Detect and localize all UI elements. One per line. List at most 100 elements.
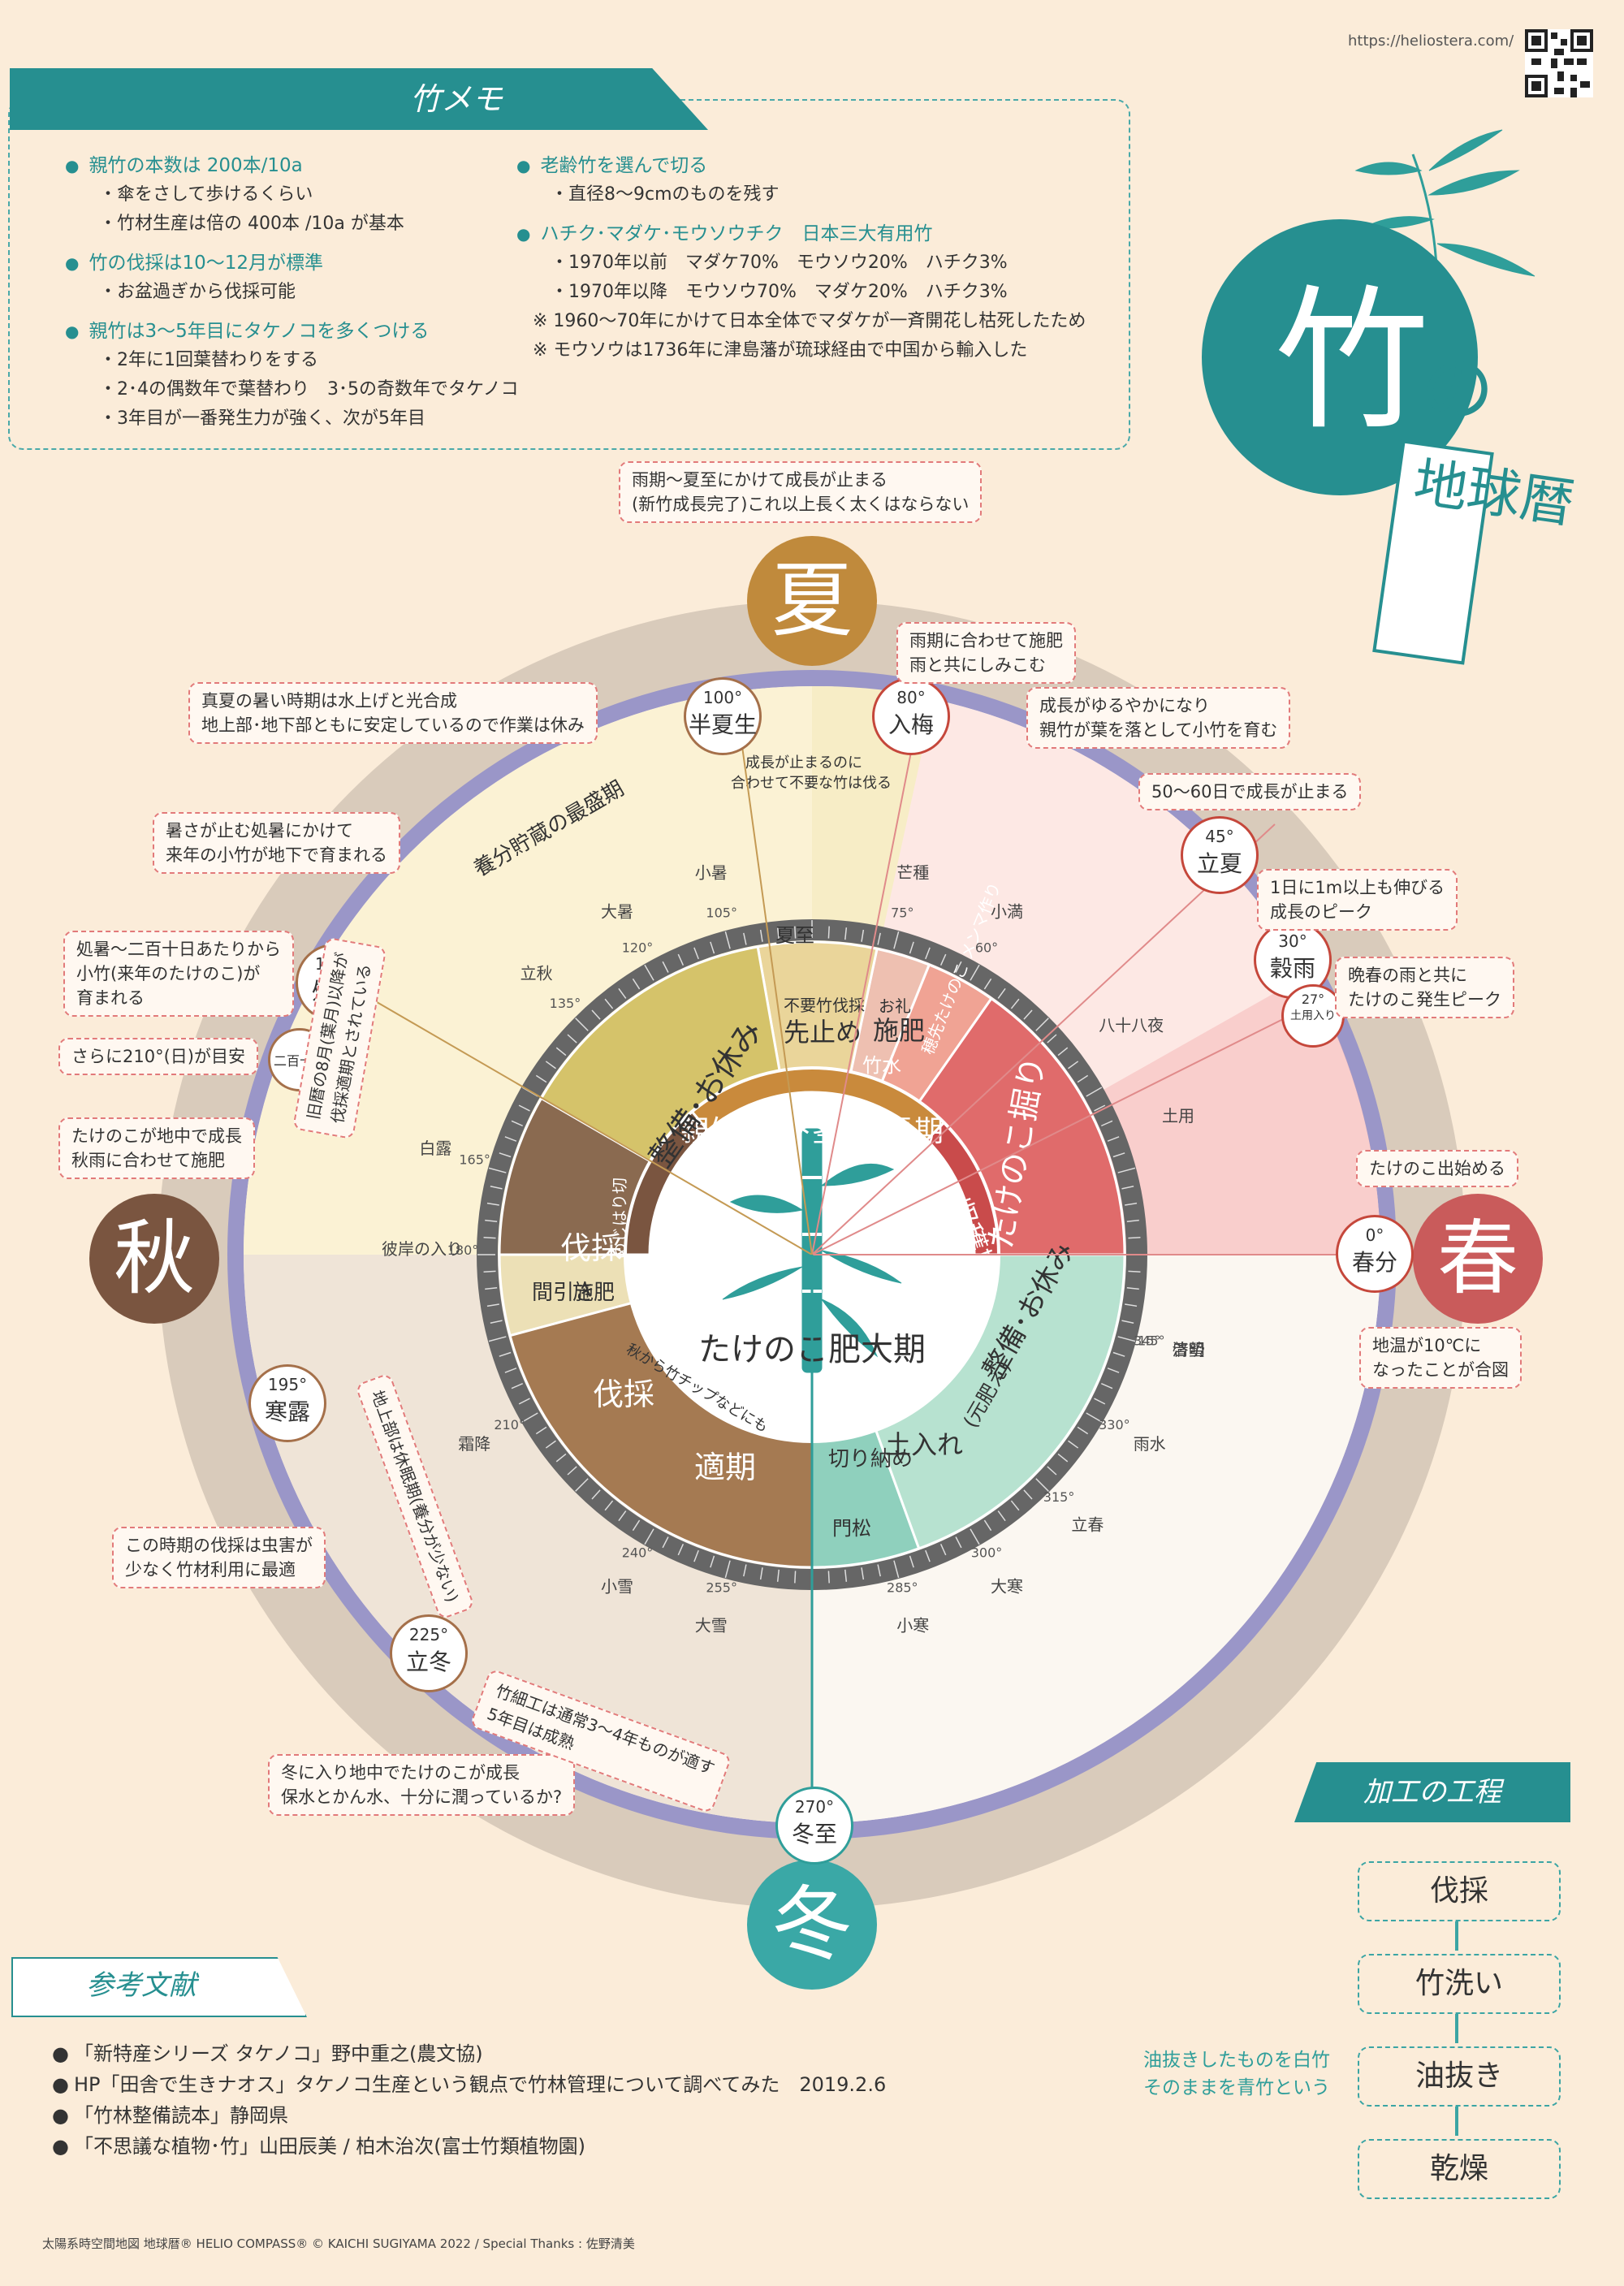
tick-mark (535, 1426, 547, 1435)
term-80-badge: 80° 入梅 (872, 677, 950, 755)
tick-mark (662, 961, 669, 973)
tick-mark (909, 941, 914, 954)
tick-mark (1010, 998, 1020, 1009)
title-sub-box (1372, 439, 1494, 665)
reference-item: 「不思議な植物･竹」山田辰美 / 柏木治次(富士竹類植物園) (52, 2131, 886, 2162)
process-step-wash: 竹洗い (1358, 1954, 1561, 2014)
outer-term-degree: 135° (550, 996, 581, 1011)
bubble-autumn: たけのこが地中で成長 秋雨に合わせて施肥 (58, 1117, 255, 1179)
seg-gate: 門松 (832, 1517, 871, 1540)
outer-term-degree: 105° (706, 905, 737, 921)
tick-mark (1128, 1270, 1141, 1273)
bubble-stop: 50〜60日で成長が止まる (1138, 773, 1362, 810)
memo-heading: 老齢竹を選んで切る (516, 151, 1117, 180)
seg-fert-sub: お礼 (879, 996, 911, 1016)
outer-term-label: 立秋 (520, 964, 553, 983)
tick-mark (591, 1489, 601, 1500)
tick-mark (488, 1336, 507, 1342)
outer-term-label: 八十八夜 (1099, 1016, 1164, 1035)
seg-harvest: 伐採 (593, 1376, 654, 1412)
tick-mark (483, 1270, 496, 1273)
tick-mark (1117, 1336, 1136, 1342)
memo-item: ・お盆過ぎから伐採可能 (99, 282, 296, 302)
tick-mark (518, 1104, 530, 1112)
memo-item: ・傘をさして歩けるくらい (99, 184, 313, 205)
tick-mark (710, 1555, 715, 1568)
memo-heading: ハチク･マダケ･モウソウチク 日本三大有用竹 (516, 219, 1117, 248)
memo-heading: 親竹は3〜5年目にタケノコを多くつける (65, 317, 520, 346)
term-270-badge: 270° 冬至 (775, 1787, 853, 1865)
tick-mark (1121, 1186, 1134, 1190)
tick-mark (1094, 1398, 1106, 1405)
tick-mark (955, 1536, 962, 1549)
seg-water: 竹水 (862, 1054, 901, 1077)
tick-mark (567, 1034, 577, 1044)
inner-top-label: 親竹･地下茎･伸長期 (680, 1115, 944, 1148)
tick-mark (677, 953, 685, 966)
outer-term-label: 啓蟄 (1173, 1340, 1205, 1359)
tick-mark (644, 964, 654, 981)
tick-mark (644, 1528, 654, 1545)
tick-mark (939, 953, 947, 966)
outer-term-degree: 60° (975, 940, 998, 956)
seg-thin: 間引き (532, 1281, 595, 1305)
tick-mark (499, 1351, 512, 1357)
tick-mark (1125, 1303, 1138, 1307)
memo-item: ・1970年以前 マダケ70% モウソウ20% ハチク3% (551, 253, 1008, 273)
memo-heading: 竹の伐採は10〜12月が標準 (65, 248, 520, 278)
tick-mark (759, 929, 763, 942)
outer-term-label: 芒種 (896, 862, 929, 882)
outer-term-label: 彼岸の入り (382, 1239, 463, 1259)
note-summer-2: 合わせて不要な竹は伐る (731, 775, 892, 792)
bubble-temp: 地温が10℃に なったことが合図 (1359, 1327, 1522, 1389)
outer-term-label: 小満 (991, 901, 1023, 921)
tick-mark (490, 1320, 503, 1324)
outer-term-label: 小暑 (695, 862, 728, 882)
bubble-bug: この時期の伐採は虫害が 少なく竹材利用に最適 (112, 1527, 326, 1588)
title-circle (1202, 219, 1478, 495)
references-list: 「新特産シリーズ タケノコ」野中重之(農文協) HP「田舎で生きナオス」タケノコ… (52, 2038, 886, 2162)
memo-item: ・竹材生産は倍の 400本 /10a が基本 (99, 214, 404, 234)
outer-term-degree: 255° (706, 1579, 737, 1595)
references-title: 参考文献 (86, 1969, 197, 2002)
memo-tab (10, 68, 708, 130)
tick-mark (1112, 1152, 1125, 1158)
tick-mark (1023, 1009, 1033, 1020)
tick-mark (677, 1543, 685, 1556)
tick-mark (485, 1287, 498, 1290)
tick-mark (486, 1303, 499, 1307)
tick-mark (1068, 1440, 1079, 1449)
outer-term-degree: 315° (1043, 1489, 1075, 1505)
tick-mark (776, 927, 780, 940)
tick-mark (632, 1519, 641, 1532)
tick-mark (861, 929, 865, 942)
tick-mark (983, 978, 992, 990)
term-100-badge: 100° 半夏生 (684, 677, 762, 755)
tick-mark (1107, 1136, 1120, 1142)
sector-group (498, 940, 1126, 1569)
calendar-wheel: たけのこ肥大期 親竹･地下茎･伸長期 収穫期 芽子形成期 発生 たけのこ掘り 整… (158, 601, 1466, 1908)
tick-mark (1112, 1351, 1125, 1357)
tick-mark (1126, 1219, 1139, 1222)
outer-term-degree: 180° (447, 1242, 479, 1258)
seg-adequate: 適期 (694, 1450, 756, 1485)
tick-mark (618, 1510, 627, 1522)
memo-title: 竹メモ (409, 81, 503, 117)
tick-mark (632, 978, 641, 990)
tick-mark (555, 1453, 567, 1463)
site-url[interactable]: https://heliostera.com/ (1348, 32, 1514, 50)
bubble-peak: 1日に1m以上も伸びる 成長のピーク (1257, 869, 1458, 931)
memo-left-column: 親竹の本数は 200本/10a ・傘をさして歩けるくらい ・竹材生産は倍の 40… (65, 151, 520, 434)
tick-mark (1125, 1202, 1138, 1206)
tick-mark (955, 961, 962, 973)
outer-term-label: 霜降 (458, 1434, 490, 1454)
season-winter: 冬 (747, 1860, 877, 1990)
tick-mark (877, 1564, 881, 1577)
outer-term-label: 大暑 (601, 901, 633, 921)
tick-mark (618, 987, 627, 999)
process-arrow (1455, 2107, 1458, 2136)
seg-cut-sub: めじはり切 (610, 1178, 629, 1259)
process-arrow (1455, 2014, 1458, 2043)
tick-mark (877, 932, 881, 945)
term-195-badge: 195° 寒露 (248, 1364, 326, 1442)
